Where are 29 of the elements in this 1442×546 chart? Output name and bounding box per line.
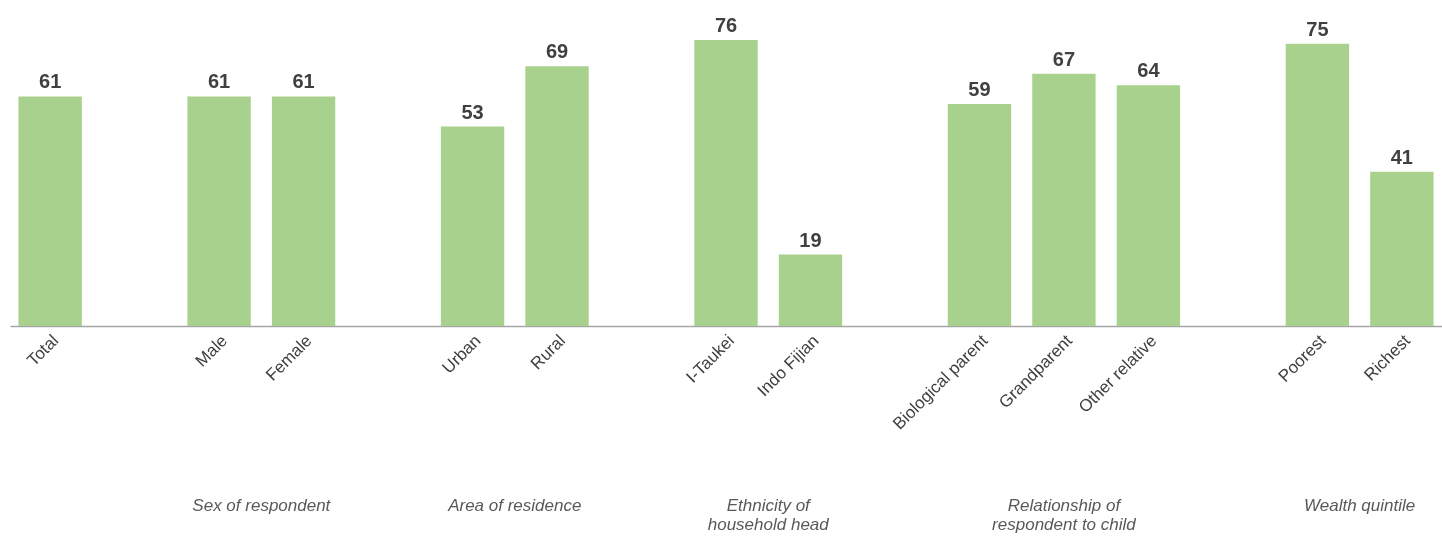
bar	[778, 254, 843, 326]
bar	[18, 96, 82, 326]
data-label: 69	[545, 40, 569, 63]
text: Area of residence	[447, 496, 582, 515]
text: Relationship of respondent to child	[992, 496, 1137, 534]
data-label: 53	[461, 100, 484, 123]
bar	[440, 126, 505, 326]
data-label: 19	[799, 228, 822, 251]
data-label: 61	[292, 70, 315, 93]
bar	[1032, 73, 1096, 326]
data-label: 59	[968, 77, 991, 100]
text: Ethnicity of household head	[707, 496, 830, 534]
bar	[694, 40, 758, 326]
bar	[525, 66, 589, 326]
bar	[1285, 43, 1350, 326]
data-label: 64	[1137, 59, 1161, 82]
bar	[1116, 85, 1181, 326]
bar	[947, 103, 1012, 326]
data-label: 67	[1052, 47, 1076, 70]
bar	[187, 96, 251, 326]
bar	[1370, 171, 1434, 326]
data-label: 61	[207, 70, 231, 93]
data-label: 75	[1306, 17, 1329, 40]
data-label: 61	[39, 70, 62, 93]
text: Sex of respondent	[192, 496, 332, 515]
data-label: 76	[714, 14, 738, 36]
text: Wealth quintile	[1304, 496, 1416, 515]
bar	[271, 96, 336, 326]
data-label: 41	[1390, 145, 1413, 168]
